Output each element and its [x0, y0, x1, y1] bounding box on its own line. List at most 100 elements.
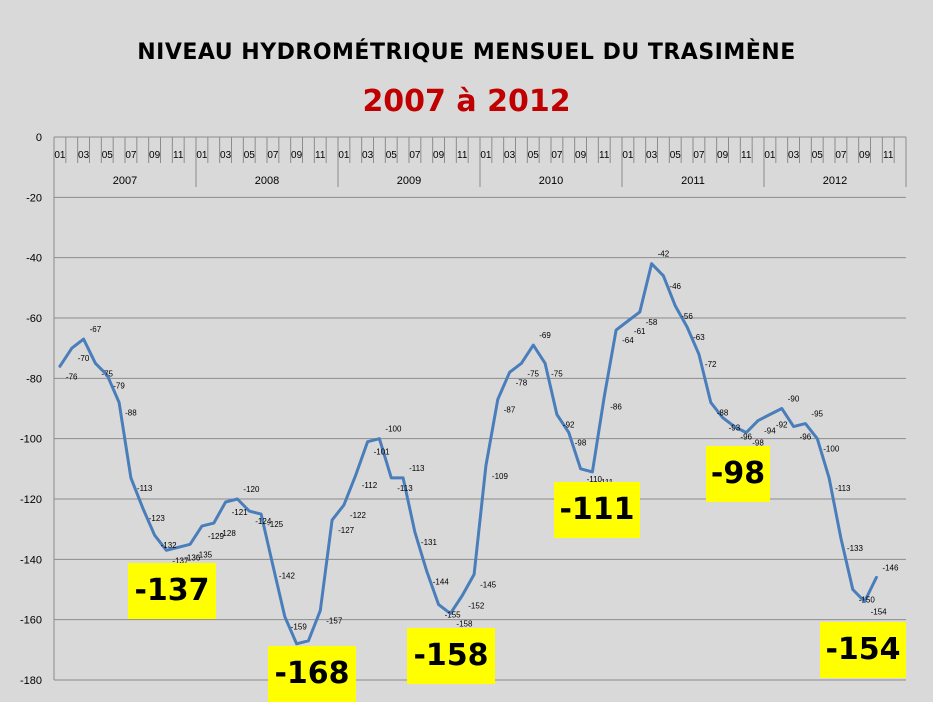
data-label: -69: [539, 331, 551, 340]
data-label: -75: [101, 369, 113, 378]
data-point: [188, 543, 192, 546]
data-point: [804, 422, 807, 425]
year-label: 2007: [113, 175, 137, 187]
data-label: -123: [149, 514, 166, 523]
data-point: [342, 503, 346, 507]
data-label: -92: [776, 421, 788, 430]
data-point: [484, 464, 488, 468]
data-point: [401, 476, 405, 480]
month-label: 07: [409, 150, 421, 161]
data-label: -159: [291, 623, 308, 632]
data-label: -93: [729, 424, 741, 433]
data-point: [768, 413, 772, 416]
y-tick-label: -140: [20, 554, 42, 566]
data-point: [733, 425, 736, 428]
y-tick-label: -40: [26, 253, 42, 265]
month-label: 05: [528, 150, 540, 161]
data-label: -110: [587, 475, 603, 484]
data-point: [780, 407, 783, 410]
month-label: 01: [480, 150, 492, 161]
data-point: [662, 274, 665, 277]
data-label: -125: [267, 520, 284, 529]
year-label: 2008: [255, 175, 279, 187]
data-label: -88: [717, 408, 729, 417]
month-label: 07: [125, 150, 137, 161]
month-label: 09: [859, 150, 871, 161]
data-label: -92: [563, 421, 575, 430]
data-point: [94, 362, 97, 365]
month-label: 09: [433, 150, 445, 161]
data-label: -150: [859, 596, 876, 605]
month-label: 11: [173, 150, 184, 161]
data-point: [614, 328, 618, 332]
year-label: 2011: [681, 175, 705, 187]
y-tick-label: -100: [20, 434, 42, 446]
data-point: [697, 353, 701, 356]
data-label: -72: [705, 360, 717, 369]
year-label: 2010: [539, 175, 563, 187]
data-point: [106, 374, 109, 377]
y-tick-label: -80: [26, 373, 42, 385]
callout-label: -168: [268, 646, 356, 702]
data-label: -131: [421, 538, 438, 547]
data-point: [674, 304, 677, 308]
chart-title: NIVEAU HYDROMÉTRIQUE MENSUEL DU TRASIMÈN…: [137, 40, 796, 65]
month-label: 09: [291, 150, 303, 161]
data-label: -63: [693, 333, 705, 342]
month-label: 07: [551, 150, 563, 161]
data-label: -98: [575, 439, 587, 448]
data-label: -124: [255, 517, 272, 526]
month-label: 01: [338, 150, 350, 161]
data-point: [496, 398, 499, 401]
y-tick-label: -60: [26, 313, 42, 325]
data-point: [472, 573, 476, 576]
data-label: -146: [882, 563, 899, 572]
month-label: 03: [788, 150, 800, 161]
month-label: 09: [149, 150, 161, 161]
data-point: [532, 343, 535, 347]
data-label: -78: [516, 378, 528, 387]
series-line: [58, 262, 878, 646]
month-label: 07: [693, 150, 705, 161]
data-label: -96: [800, 433, 812, 442]
data-point: [319, 609, 322, 612]
year-label: 2012: [823, 175, 847, 187]
data-label: -70: [78, 354, 90, 363]
data-label: -145: [480, 580, 497, 589]
data-point: [141, 506, 144, 510]
data-label: -42: [658, 250, 670, 259]
month-label: 03: [646, 150, 658, 161]
data-label: -100: [823, 445, 840, 454]
data-point: [82, 337, 85, 341]
data-point: [520, 362, 523, 365]
data-point: [58, 365, 62, 368]
callout-label: -154: [820, 622, 906, 678]
data-point: [555, 413, 559, 416]
data-point: [650, 262, 653, 265]
data-point: [330, 518, 334, 522]
data-point: [117, 401, 121, 404]
data-point: [248, 509, 251, 513]
month-label: 01: [54, 150, 66, 161]
month-label: 11: [457, 150, 468, 161]
y-tick-label: -180: [20, 675, 42, 687]
data-point: [378, 437, 381, 440]
data-point: [153, 534, 156, 537]
callout-label: -111: [554, 482, 640, 538]
data-label: -121: [232, 508, 249, 517]
month-label: 03: [78, 150, 90, 161]
data-point: [177, 546, 180, 549]
data-label: -46: [669, 282, 681, 291]
data-point: [721, 416, 724, 419]
chart-subtitle: 2007 à 2012: [362, 84, 571, 119]
data-label: -88: [125, 408, 137, 417]
data-label: -158: [456, 620, 473, 629]
data-point: [638, 310, 641, 314]
data-point: [827, 476, 831, 480]
data-point: [626, 319, 630, 323]
data-point: [875, 576, 878, 579]
data-point: [461, 594, 464, 597]
data-label: -122: [350, 511, 367, 520]
y-tick-label: 0: [36, 132, 42, 144]
